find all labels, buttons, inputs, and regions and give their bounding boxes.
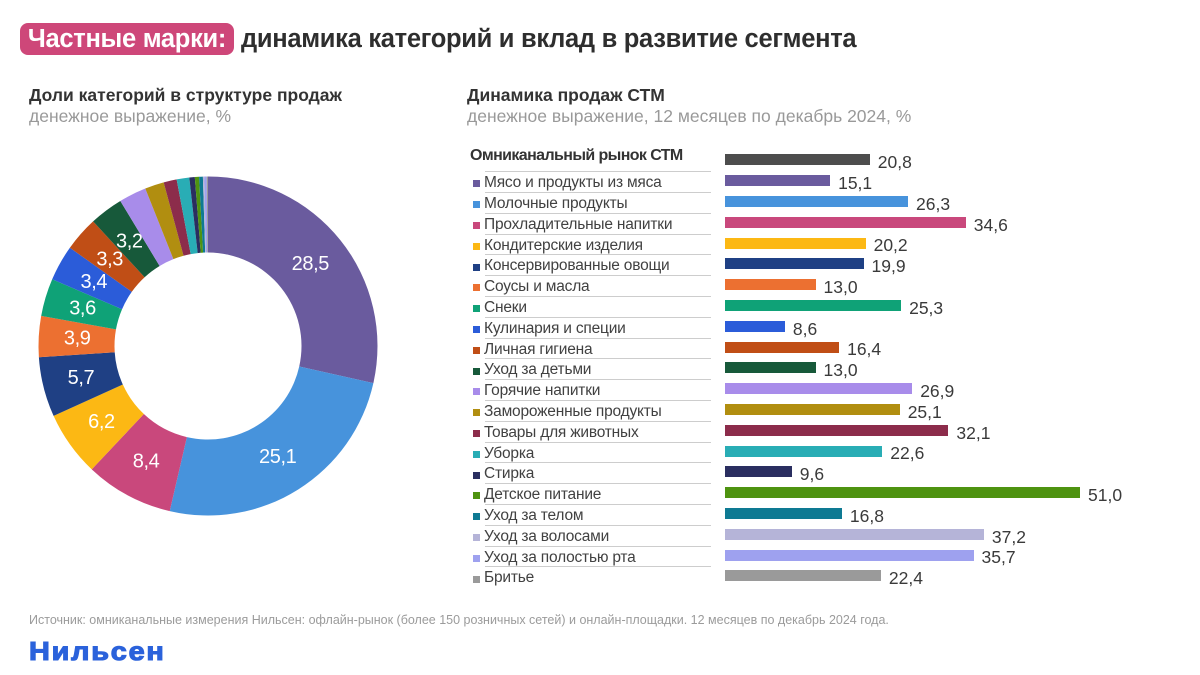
- svg-text:3,4: 3,4: [80, 271, 107, 293]
- svg-text:3,9: 3,9: [64, 328, 91, 350]
- svg-text:3,2: 3,2: [116, 230, 143, 252]
- svg-text:25,1: 25,1: [259, 446, 297, 468]
- svg-text:6,2: 6,2: [88, 411, 115, 433]
- svg-text:3,6: 3,6: [69, 297, 96, 319]
- svg-text:5,7: 5,7: [68, 367, 95, 389]
- svg-text:8,4: 8,4: [133, 451, 160, 473]
- svg-text:3,3: 3,3: [96, 248, 123, 270]
- svg-text:28,5: 28,5: [292, 253, 330, 275]
